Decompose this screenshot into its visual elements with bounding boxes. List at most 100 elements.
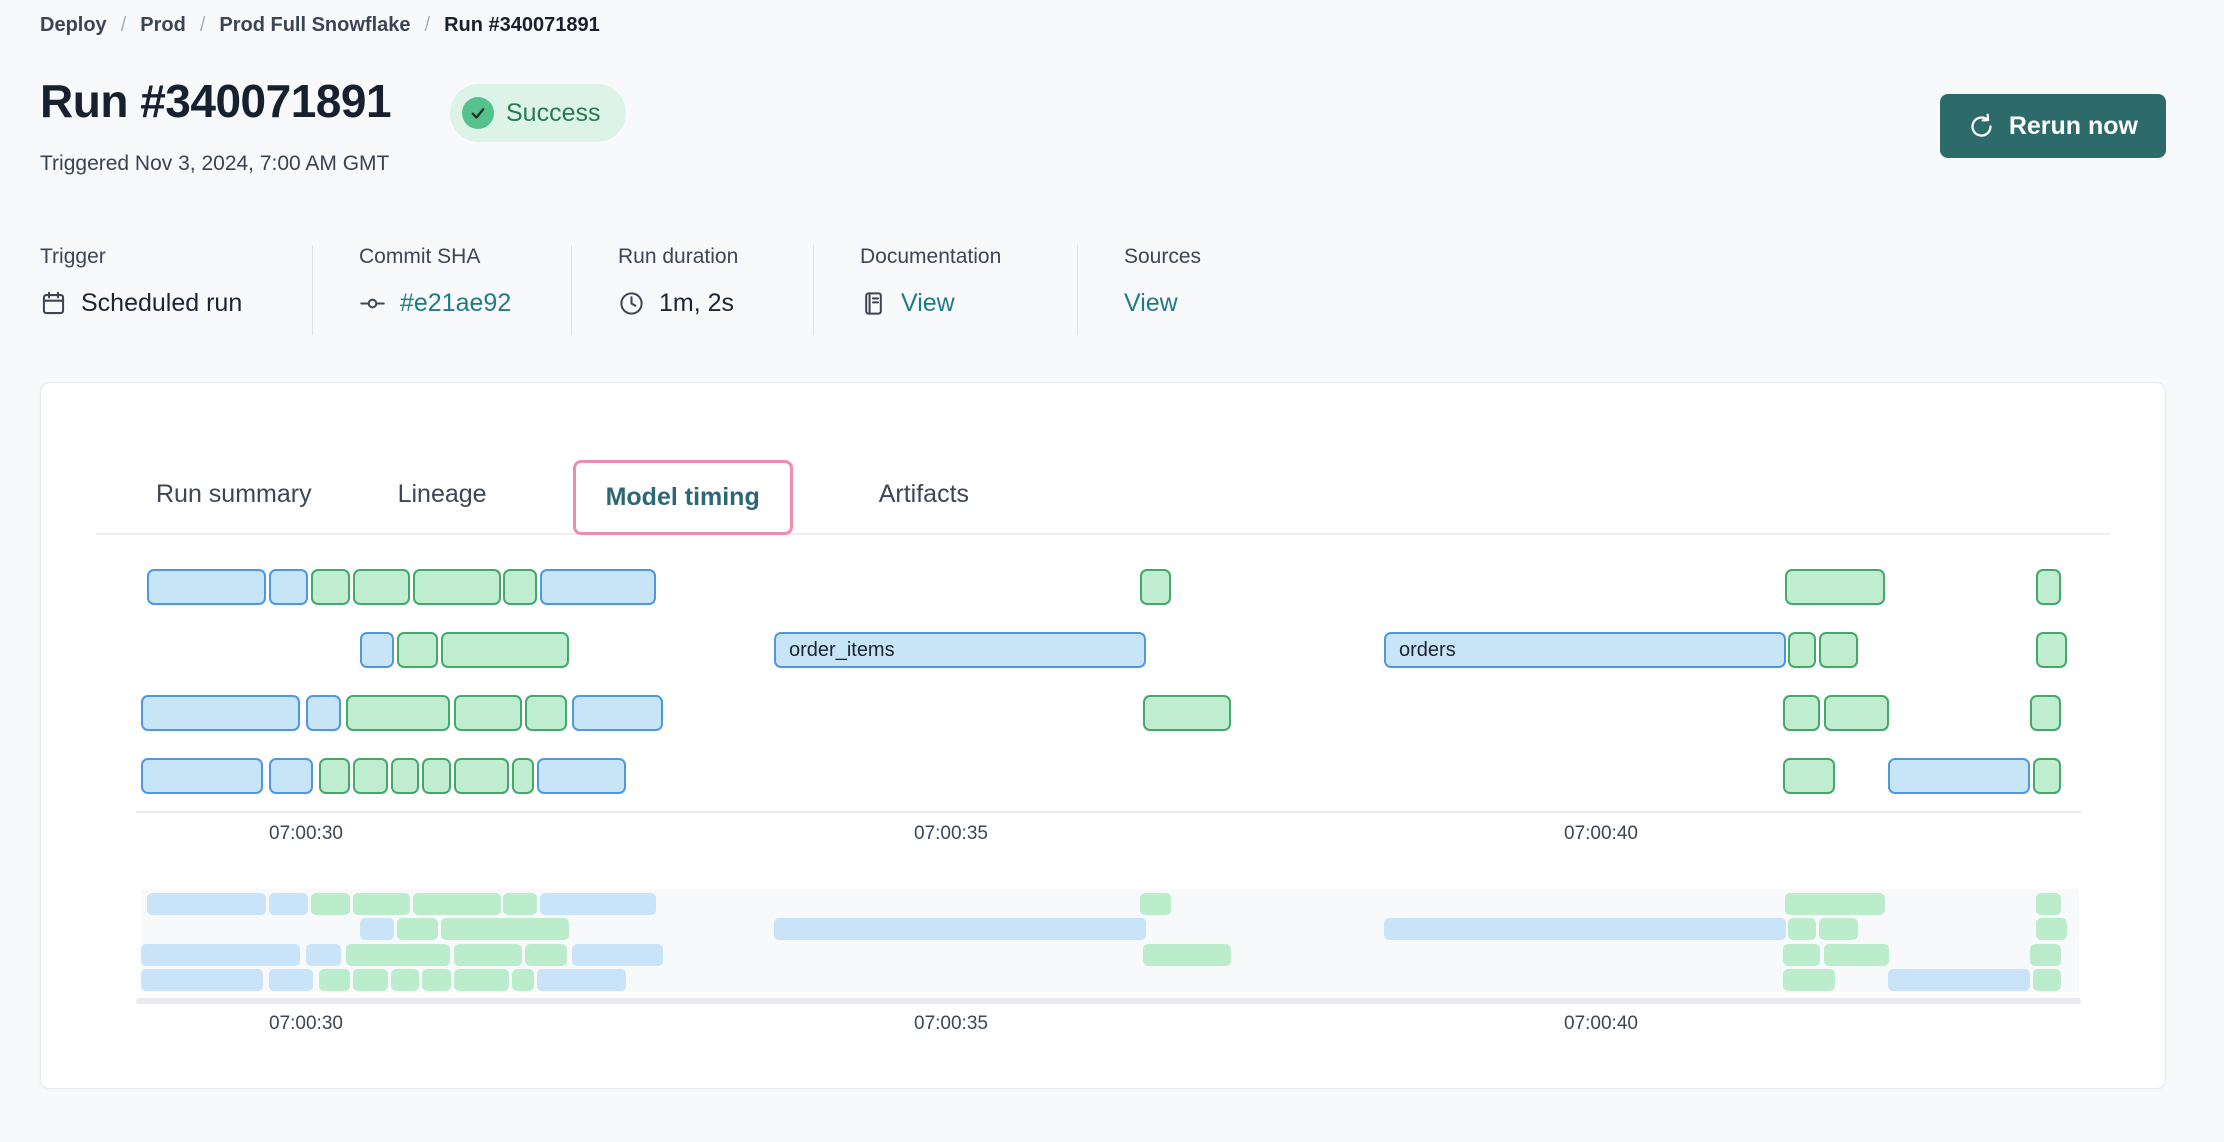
sources-view-link[interactable]: View	[1124, 289, 1178, 317]
model-bar[interactable]	[1824, 695, 1889, 731]
tab-run-summary[interactable]: Run summary	[156, 480, 312, 508]
minimap-bar	[311, 893, 350, 915]
minimap-bar	[2030, 944, 2061, 966]
model-bar[interactable]	[391, 758, 419, 794]
model-bar[interactable]	[525, 695, 567, 731]
breadcrumb-item-environment[interactable]: Prod Full Snowflake	[219, 14, 411, 36]
minimap-bar	[269, 969, 313, 991]
minimap-bar	[1783, 969, 1835, 991]
model-bar[interactable]	[512, 758, 534, 794]
minimap-bar	[353, 969, 388, 991]
minimap-bar	[269, 893, 308, 915]
model-bar-orders[interactable]: orders	[1384, 632, 1786, 668]
model-bar[interactable]	[454, 695, 522, 731]
model-bar[interactable]	[147, 569, 266, 605]
rerun-now-button[interactable]: Rerun now	[1939, 94, 2166, 158]
minimap-bar	[454, 944, 522, 966]
document-icon	[860, 290, 887, 317]
model-bar[interactable]	[1783, 695, 1820, 731]
minimap-bar	[422, 969, 451, 991]
tab-model-timing[interactable]: Model timing	[572, 460, 793, 535]
minimap-bar	[1785, 893, 1885, 915]
minimap-bar	[537, 969, 626, 991]
meta-col-documentation: Documentation View	[814, 245, 1078, 335]
minimap-bar	[391, 969, 419, 991]
tab-lineage[interactable]: Lineage	[397, 480, 487, 508]
minimap-bar	[1888, 969, 2030, 991]
breadcrumb-item-deploy[interactable]: Deploy	[40, 14, 107, 36]
model-bar[interactable]	[454, 758, 509, 794]
model-bar[interactable]	[2036, 569, 2061, 605]
model-bar-order_items[interactable]: order_items	[774, 632, 1146, 668]
model-bar[interactable]	[141, 758, 263, 794]
model-bar[interactable]	[311, 569, 350, 605]
meta-label-commit-sha: Commit SHA	[359, 245, 481, 268]
model-bar[interactable]	[360, 632, 394, 668]
model-bar[interactable]	[353, 758, 388, 794]
breadcrumb-item-current-run: Run #340071891	[444, 14, 600, 36]
meta-col-commit-sha: Commit SHA #e21ae92	[313, 245, 572, 335]
breadcrumb-item-prod[interactable]: Prod	[140, 14, 186, 36]
breadcrumb-separator: /	[424, 14, 431, 36]
minimap-bar	[147, 893, 266, 915]
model-bar[interactable]	[1140, 569, 1171, 605]
model-bar[interactable]	[141, 695, 300, 731]
minimap-bar	[525, 944, 567, 966]
minimap-bar	[503, 893, 537, 915]
model-bar[interactable]	[572, 695, 663, 731]
breadcrumb-separator: /	[120, 14, 127, 36]
meta-col-trigger: Trigger Scheduled run	[40, 245, 313, 335]
status-badge: Success	[450, 84, 627, 142]
model-bar[interactable]	[1783, 758, 1835, 794]
commit-sha-link[interactable]: #e21ae92	[400, 289, 512, 317]
model-bar[interactable]	[353, 569, 410, 605]
minimap-bar	[1143, 944, 1231, 966]
model-bar[interactable]	[2036, 632, 2067, 668]
minimap-scrollbar[interactable]	[136, 998, 2081, 1004]
model-bar[interactable]	[306, 695, 341, 731]
model-bar[interactable]	[346, 695, 450, 731]
axis-tick-label: 07:00:40	[1564, 823, 1638, 844]
model-bar[interactable]	[319, 758, 350, 794]
tab-artifacts[interactable]: Artifacts	[878, 480, 970, 508]
minimap-bar	[397, 918, 438, 940]
meta-label-sources: Sources	[1124, 245, 1202, 268]
minimap-bar	[1140, 893, 1171, 915]
model-bar[interactable]	[441, 632, 569, 668]
model-bar[interactable]	[397, 632, 438, 668]
minimap-bar	[2036, 893, 2061, 915]
meta-value-trigger: Scheduled run	[81, 289, 243, 317]
model-bar[interactable]	[540, 569, 656, 605]
model-bar[interactable]	[413, 569, 501, 605]
minimap-bar	[454, 969, 509, 991]
model-bar[interactable]	[2033, 758, 2061, 794]
model-bar[interactable]	[2030, 695, 2061, 731]
model-bar[interactable]	[1819, 632, 1858, 668]
model-timing-chart: order_items orders 07:00:30 07:00:35 07:00:…	[41, 535, 2165, 1088]
model-bar[interactable]	[1788, 632, 1816, 668]
axis-tick-label: 07:00:40	[1564, 1013, 1638, 1034]
axis-tick-label: 07:00:30	[269, 1013, 343, 1034]
model-bar[interactable]	[1785, 569, 1885, 605]
status-badge-label: Success	[506, 98, 601, 127]
model-bar[interactable]	[503, 569, 537, 605]
model-bar[interactable]	[269, 569, 308, 605]
model-bar[interactable]	[422, 758, 451, 794]
meta-label-run-duration: Run duration	[618, 245, 739, 268]
model-bar[interactable]	[269, 758, 313, 794]
model-bar[interactable]	[1143, 695, 1231, 731]
minimap-bar	[141, 969, 263, 991]
model-bar[interactable]	[537, 758, 626, 794]
documentation-view-link[interactable]: View	[901, 289, 955, 317]
minimap-bar	[540, 893, 656, 915]
minimap-bar	[512, 969, 534, 991]
run-meta-row: Trigger Scheduled run Commit SHA #e21ae9…	[40, 245, 1298, 335]
model-bar[interactable]	[1888, 758, 2030, 794]
minimap-bar	[306, 944, 341, 966]
refresh-icon	[1968, 113, 1995, 140]
gantt-minimap[interactable]	[141, 889, 2079, 992]
meta-label-trigger: Trigger	[40, 245, 106, 268]
minimap-bar	[2036, 918, 2067, 940]
axis-tick-label: 07:00:35	[914, 1013, 988, 1034]
meta-value-run-duration: 1m, 2s	[659, 289, 735, 317]
